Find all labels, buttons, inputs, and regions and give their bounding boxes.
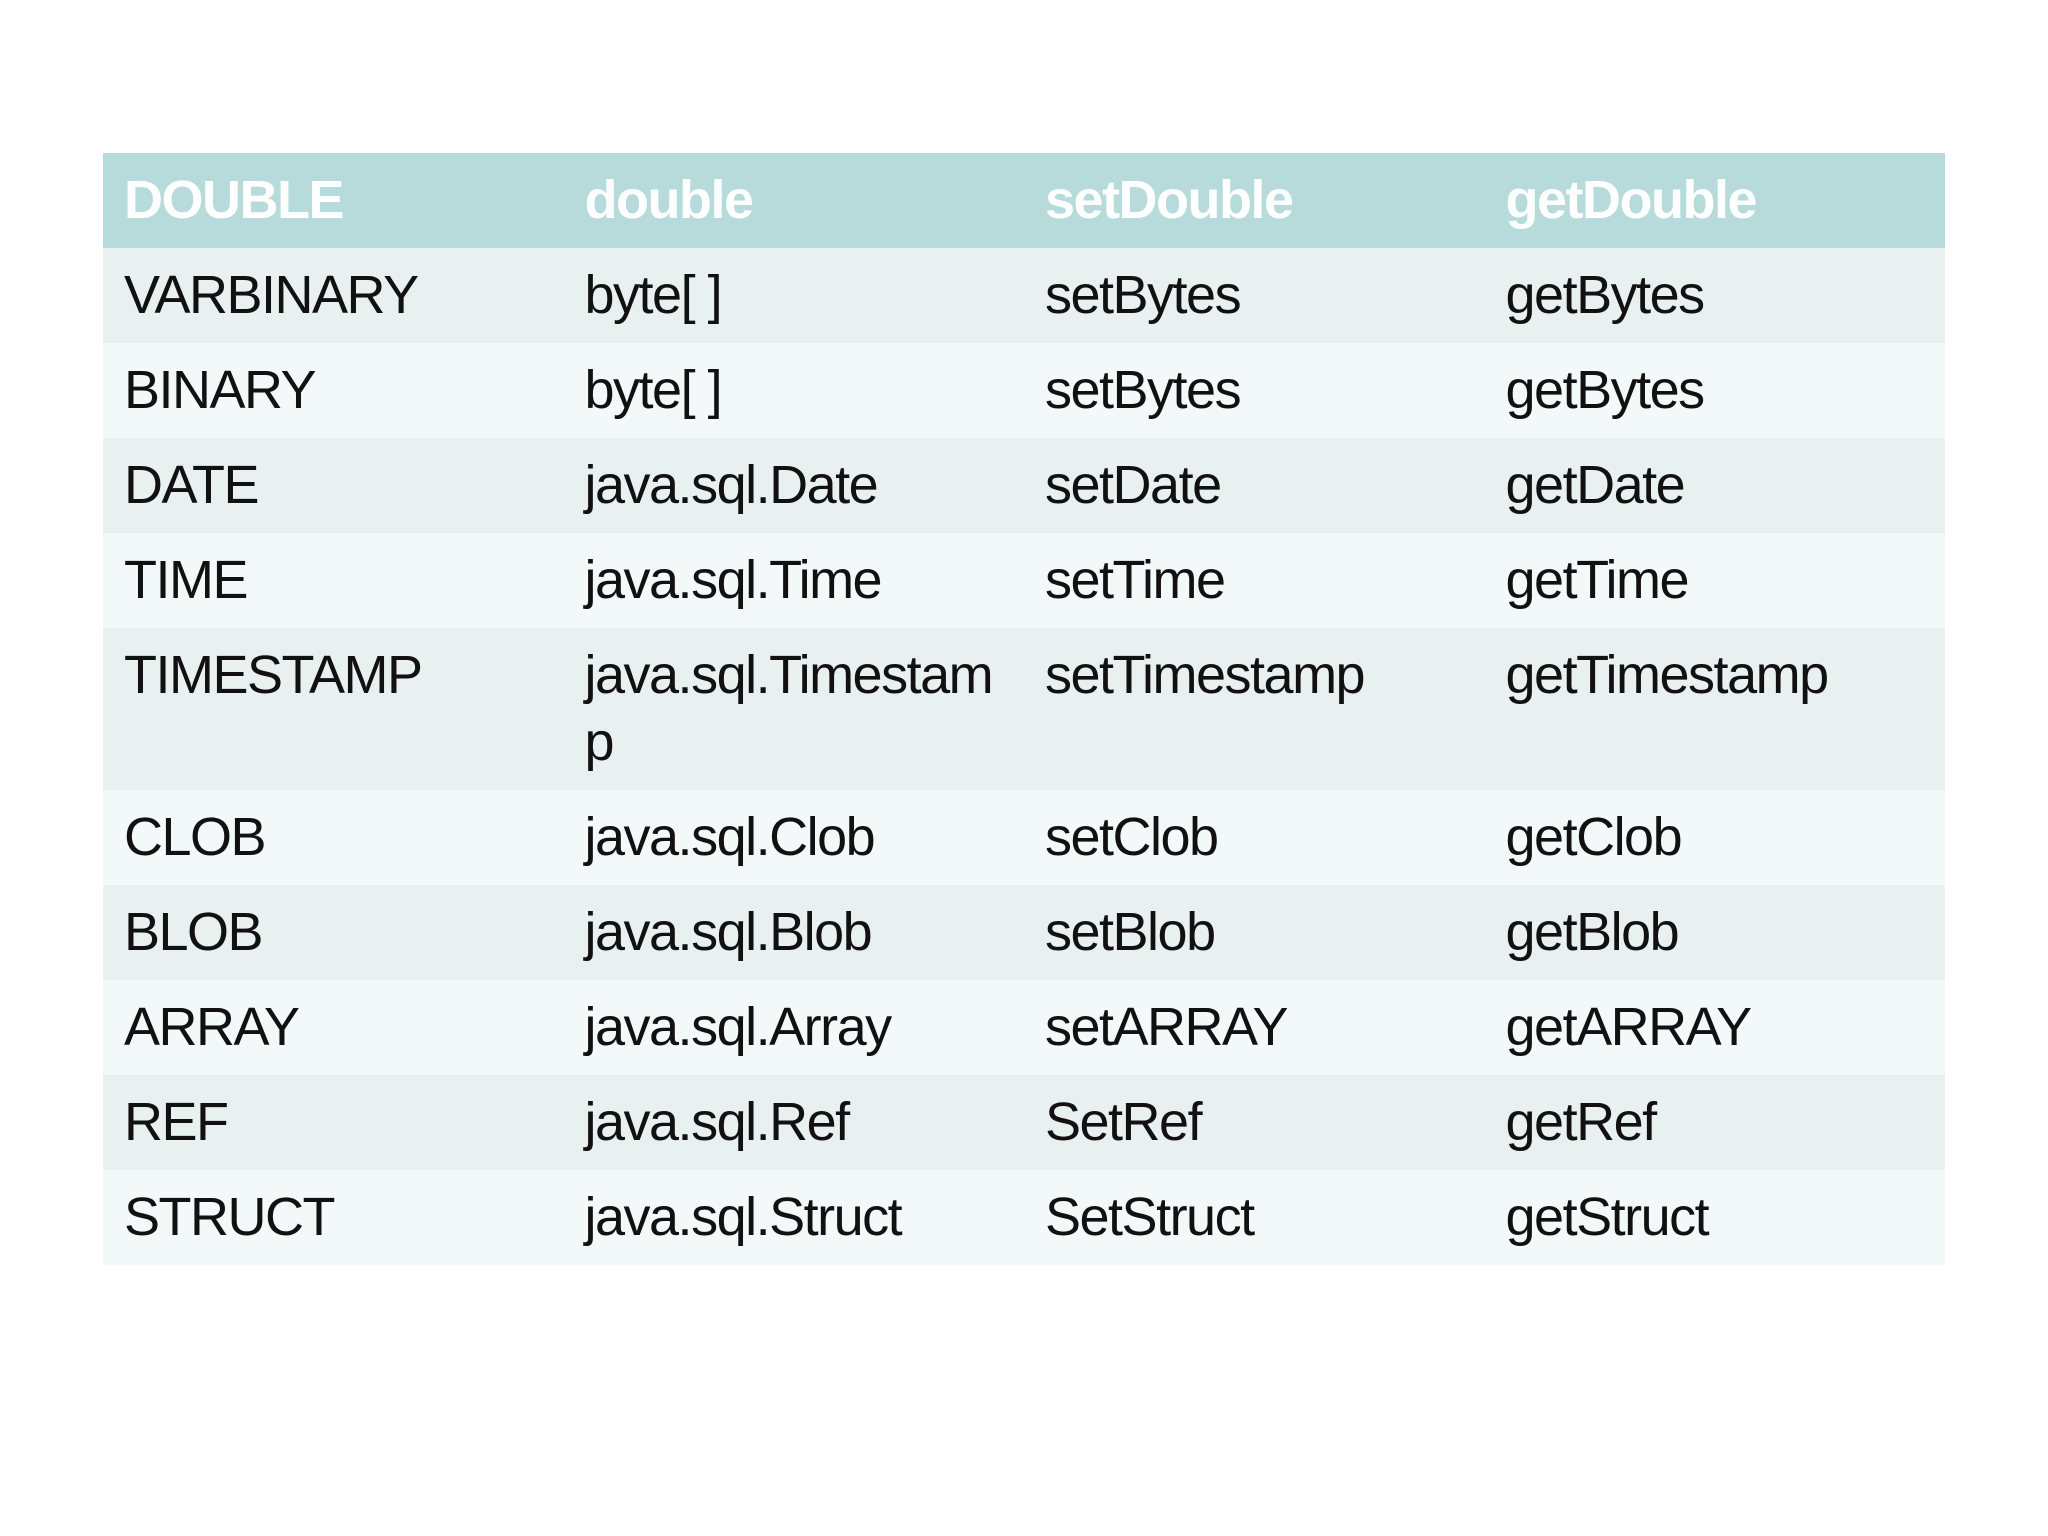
- table-body: VARBINARY byte[ ] setBytes getBytes BINARY by…: [103, 248, 1945, 1265]
- table-cell: setClob: [1024, 790, 1485, 885]
- table-row: ARRAY java.sql.Array setARRAY getARRAY: [103, 980, 1945, 1075]
- table-cell: setBytes: [1024, 248, 1485, 343]
- header-cell-java-type: double: [563, 153, 1024, 248]
- table-row: TIME java.sql.Time setTime getTime: [103, 533, 1945, 628]
- table-cell: getClob: [1484, 790, 1945, 885]
- table-cell: getStruct: [1484, 1170, 1945, 1265]
- table-cell: getTime: [1484, 533, 1945, 628]
- table-cell: byte[ ]: [563, 343, 1024, 438]
- table-cell: java.sql.Struct: [563, 1170, 1024, 1265]
- table-cell: BINARY: [103, 343, 564, 438]
- table-cell: setDate: [1024, 438, 1485, 533]
- table-cell: getBlob: [1484, 885, 1945, 980]
- table-cell: setBytes: [1024, 343, 1485, 438]
- table-cell: byte[ ]: [563, 248, 1024, 343]
- table-row: VARBINARY byte[ ] setBytes getBytes: [103, 248, 1945, 343]
- header-cell-get-method: getDouble: [1484, 153, 1945, 248]
- table-cell: java.sql.Blob: [563, 885, 1024, 980]
- table-cell: getBytes: [1484, 343, 1945, 438]
- header-cell-sql-type: DOUBLE: [103, 153, 564, 248]
- table-row: STRUCT java.sql.Struct SetStruct getStruct: [103, 1170, 1945, 1265]
- table-cell: STRUCT: [103, 1170, 564, 1265]
- table-header-row: DOUBLE double setDouble getDouble: [103, 153, 1945, 248]
- table-cell: getRef: [1484, 1075, 1945, 1170]
- table-cell: setBlob: [1024, 885, 1485, 980]
- table-cell: getDate: [1484, 438, 1945, 533]
- table-row: BINARY byte[ ] setBytes getBytes: [103, 343, 1945, 438]
- table-cell: java.sql.Date: [563, 438, 1024, 533]
- table-row: REF java.sql.Ref SetRef getRef: [103, 1075, 1945, 1170]
- table-cell: VARBINARY: [103, 248, 564, 343]
- table-row: TIMESTAMP java.sql.Timestamp setTimestamp g…: [103, 628, 1945, 790]
- table-cell: getBytes: [1484, 248, 1945, 343]
- table-cell: BLOB: [103, 885, 564, 980]
- table-cell: java.sql.Time: [563, 533, 1024, 628]
- table-cell: CLOB: [103, 790, 564, 885]
- table-cell: SetRef: [1024, 1075, 1485, 1170]
- table-cell: java.sql.Timestamp: [563, 628, 1024, 790]
- header-cell-set-method: setDouble: [1024, 153, 1485, 248]
- table-cell: java.sql.Ref: [563, 1075, 1024, 1170]
- table-row: CLOB java.sql.Clob setClob getClob: [103, 790, 1945, 885]
- table-cell: DATE: [103, 438, 564, 533]
- table-cell: getTimestamp: [1484, 628, 1945, 790]
- table-row: BLOB java.sql.Blob setBlob getBlob: [103, 885, 1945, 980]
- table-cell: setTime: [1024, 533, 1485, 628]
- table-cell: SetStruct: [1024, 1170, 1485, 1265]
- table-row: DATE java.sql.Date setDate getDate: [103, 438, 1945, 533]
- table-cell: ARRAY: [103, 980, 564, 1075]
- table-cell: java.sql.Array: [563, 980, 1024, 1075]
- table-cell: REF: [103, 1075, 564, 1170]
- table-cell: setARRAY: [1024, 980, 1485, 1075]
- table-cell: TIMESTAMP: [103, 628, 564, 790]
- jdbc-type-mapping-table: DOUBLE double setDouble getDouble VARBIN…: [103, 153, 1945, 1265]
- table-cell: TIME: [103, 533, 564, 628]
- table-cell: setTimestamp: [1024, 628, 1485, 790]
- table-cell: getARRAY: [1484, 980, 1945, 1075]
- table-cell: java.sql.Clob: [563, 790, 1024, 885]
